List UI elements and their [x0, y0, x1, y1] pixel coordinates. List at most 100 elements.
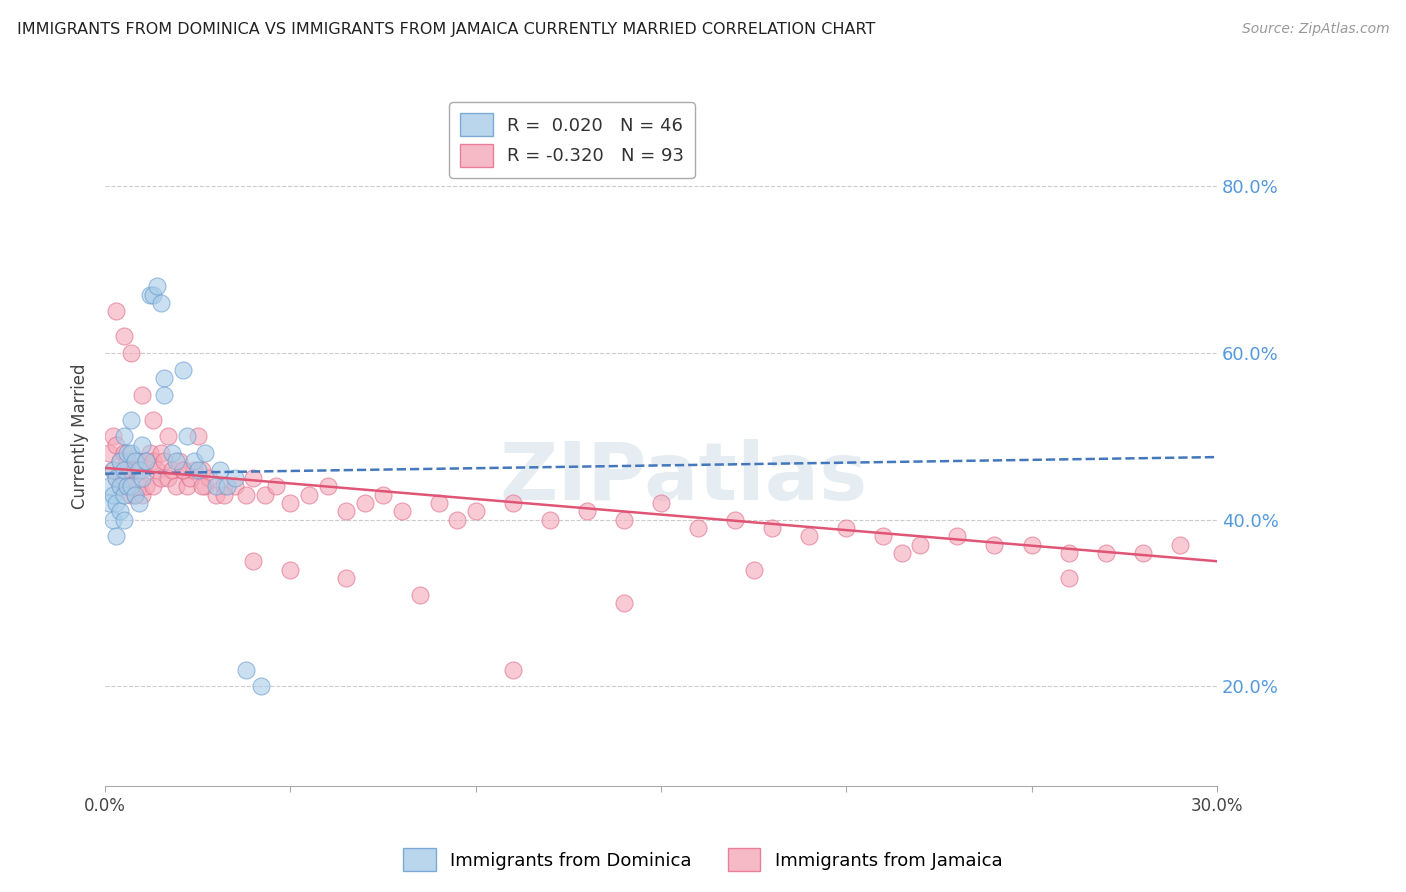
Point — [149, 471, 172, 485]
Point — [427, 496, 450, 510]
Point — [120, 487, 142, 501]
Point — [124, 454, 146, 468]
Point — [146, 279, 169, 293]
Point — [172, 462, 194, 476]
Point — [157, 429, 180, 443]
Point — [242, 471, 264, 485]
Point — [117, 446, 139, 460]
Point — [142, 412, 165, 426]
Point — [910, 537, 932, 551]
Point — [105, 529, 128, 543]
Point — [253, 487, 276, 501]
Point — [120, 346, 142, 360]
Point — [1168, 537, 1191, 551]
Point — [217, 479, 239, 493]
Point — [242, 554, 264, 568]
Point — [160, 446, 183, 460]
Point — [835, 521, 858, 535]
Point — [128, 454, 150, 468]
Point — [105, 471, 128, 485]
Point — [742, 563, 765, 577]
Point — [112, 462, 135, 476]
Point — [108, 479, 131, 493]
Point — [575, 504, 598, 518]
Point — [316, 479, 339, 493]
Point — [190, 479, 212, 493]
Point — [117, 454, 139, 468]
Point — [120, 446, 142, 460]
Point — [135, 454, 157, 468]
Point — [172, 362, 194, 376]
Point — [108, 454, 131, 468]
Point — [131, 471, 153, 485]
Point — [112, 512, 135, 526]
Point — [1057, 546, 1080, 560]
Point — [235, 487, 257, 501]
Point — [128, 462, 150, 476]
Point — [142, 287, 165, 301]
Point — [135, 479, 157, 493]
Point — [335, 504, 357, 518]
Point — [209, 462, 232, 476]
Point — [108, 504, 131, 518]
Point — [112, 429, 135, 443]
Point — [97, 496, 120, 510]
Y-axis label: Currently Married: Currently Married — [72, 364, 89, 509]
Point — [138, 446, 160, 460]
Point — [101, 462, 124, 476]
Point — [120, 412, 142, 426]
Point — [280, 563, 302, 577]
Text: IMMIGRANTS FROM DOMINICA VS IMMIGRANTS FROM JAMAICA CURRENTLY MARRIED CORRELATIO: IMMIGRANTS FROM DOMINICA VS IMMIGRANTS F… — [17, 22, 876, 37]
Point — [97, 479, 120, 493]
Point — [353, 496, 375, 510]
Point — [194, 446, 217, 460]
Point — [872, 529, 894, 543]
Point — [205, 487, 228, 501]
Point — [761, 521, 783, 535]
Point — [105, 304, 128, 318]
Point — [446, 512, 468, 526]
Point — [120, 462, 142, 476]
Point — [183, 462, 205, 476]
Point — [153, 387, 176, 401]
Point — [124, 487, 146, 501]
Point — [142, 454, 165, 468]
Point — [613, 596, 636, 610]
Point — [172, 462, 194, 476]
Point — [108, 479, 131, 493]
Point — [149, 446, 172, 460]
Point — [212, 479, 235, 493]
Point — [153, 371, 176, 385]
Point — [124, 487, 146, 501]
Point — [101, 462, 124, 476]
Point — [502, 496, 524, 510]
Point — [983, 537, 1005, 551]
Point — [1094, 546, 1116, 560]
Point — [101, 487, 124, 501]
Point — [409, 588, 432, 602]
Point — [101, 512, 124, 526]
Point — [138, 287, 160, 301]
Point — [187, 462, 209, 476]
Point — [160, 462, 183, 476]
Point — [105, 471, 128, 485]
Point — [112, 446, 135, 460]
Point — [101, 429, 124, 443]
Point — [799, 529, 821, 543]
Point — [131, 487, 153, 501]
Point — [112, 329, 135, 343]
Text: Source: ZipAtlas.com: Source: ZipAtlas.com — [1241, 22, 1389, 37]
Point — [169, 454, 191, 468]
Point — [187, 429, 209, 443]
Point — [165, 454, 187, 468]
Point — [194, 479, 217, 493]
Point — [105, 437, 128, 451]
Point — [128, 479, 150, 493]
Point — [176, 429, 198, 443]
Point — [146, 462, 169, 476]
Point — [502, 663, 524, 677]
Point — [153, 454, 176, 468]
Point — [650, 496, 672, 510]
Point — [165, 479, 187, 493]
Point — [1132, 546, 1154, 560]
